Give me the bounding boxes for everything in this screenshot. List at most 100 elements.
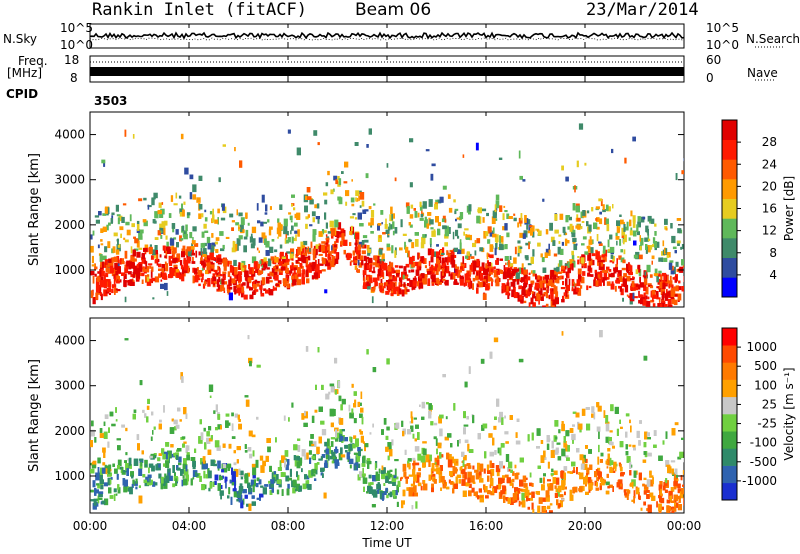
echo-cell [615,463,618,467]
echo-cell [395,476,399,480]
echo-cell [378,468,381,474]
echo-cell [662,240,665,247]
echo-cell [233,259,237,266]
echo-cell [283,278,287,287]
echo-cell [588,258,593,266]
echo-cell [227,260,230,267]
echo-cell [567,261,570,268]
echo-cell [335,179,338,185]
echo-cell [290,268,293,271]
echo-cell [530,227,533,236]
echo-cell [527,263,532,266]
echo-cell [562,281,565,286]
echo-cell [391,245,394,254]
echo-cell [674,294,679,297]
echo-cell [149,475,151,484]
echo-cell [630,278,635,281]
echo-cell [314,204,318,209]
echo-cell [114,263,118,269]
echo-cell [581,243,585,246]
echo-cell [504,415,506,419]
echo-cell [444,281,449,285]
echo-cell [324,462,328,468]
echo-cell [552,274,557,280]
echo-cell [575,205,580,213]
echo-cell [561,470,564,477]
echo-cell [90,499,96,502]
echo-cell [633,276,635,279]
echo-cell [639,282,645,288]
echo-cell [614,406,619,414]
echo-cell [501,286,504,294]
echo-cell [681,170,684,175]
echo-cell [385,218,387,226]
echo-cell [226,463,232,469]
echo-cell [358,262,363,268]
echo-cell [513,217,517,222]
echo-cell [559,213,564,220]
echo-cell [558,429,561,434]
echo-cell [483,231,487,239]
echo-cell [406,289,410,292]
echo-cell [419,205,423,211]
echo-cell [136,264,140,269]
echo-cell [617,270,622,277]
echo-cell [467,277,471,283]
echo-cell [442,263,446,269]
echo-cell [97,467,100,475]
echo-cell [569,494,574,501]
echo-cell [202,254,207,257]
echo-cell [676,502,679,508]
echo-cell [486,252,489,260]
echo-cell [287,129,291,134]
echo-cell [179,273,182,280]
echo-cell [376,489,380,494]
echo-cell [285,254,288,263]
echo-cell [562,226,566,233]
echo-cell [204,242,207,247]
echo-cell [624,493,628,498]
echo-cell [386,163,389,168]
echo-cell [110,257,114,263]
echo-cell [506,213,510,219]
echo-cell [364,209,369,212]
echo-cell [102,255,107,261]
echo-cell [363,486,365,492]
echo-cell [244,270,249,278]
echo-cell [106,279,111,282]
echo-cell [309,199,314,205]
echo-cell [623,224,626,232]
echo-cell [417,212,420,218]
echo-cell [203,427,206,432]
echo-cell [133,248,139,251]
echo-cell [524,278,527,283]
echo-cell [670,223,673,229]
echo-cell [466,252,471,260]
echo-cell [440,275,444,282]
echo-cell [251,226,257,234]
echo-cell [556,266,560,272]
echo-cell [636,231,640,236]
echo-cell [473,265,477,272]
echo-cell [191,252,195,256]
echo-cell [159,223,162,232]
echo-cell [167,249,172,254]
echo-cell [665,227,668,231]
echo-cell [468,204,472,212]
echo-cell [373,255,378,261]
echo-cell [594,272,598,279]
echo-cell [615,232,618,237]
echo-cell [683,158,684,162]
echo-cell [327,170,330,176]
echo-cell [540,288,543,296]
echo-cell [441,268,445,272]
echo-cell [138,247,143,250]
echo-cell [581,262,585,267]
echo-cell [359,192,365,200]
echo-cell [611,281,614,285]
echo-cell [271,239,275,242]
echo-cell [120,258,124,264]
echo-cell [236,243,239,251]
echo-cell [290,230,292,235]
echo-cell [456,266,459,275]
